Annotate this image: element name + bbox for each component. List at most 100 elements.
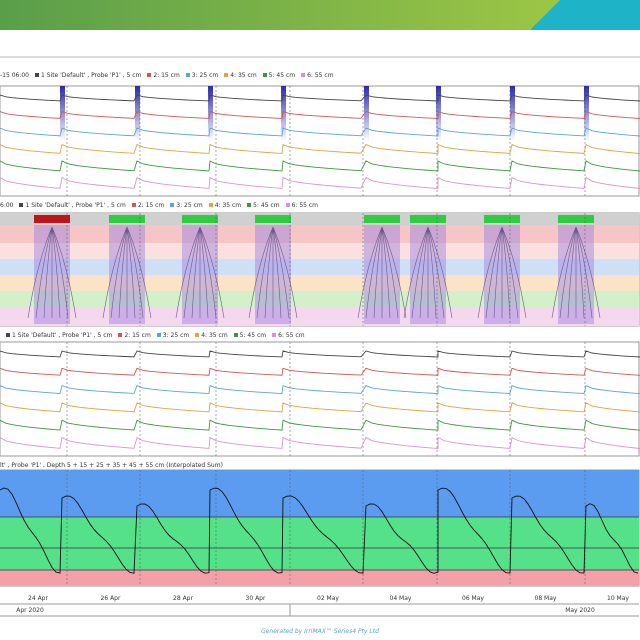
legend-item[interactable]: 4: 35 cm (224, 71, 257, 79)
panel-legend: 1 Site 'Default' , Probe 'P1' , 5 cm 2: 1… (0, 330, 305, 340)
legend-item[interactable]: 1 Site 'Default' , Probe 'P1' , 5 cm (19, 201, 126, 209)
legend-label: 3: 25 cm (176, 201, 203, 209)
legend-item[interactable]: 1 Site 'Default' , Probe 'P1' , 5 cm (6, 332, 112, 339)
panel-frame (0, 85, 640, 197)
panel-legend: -15 06:00 1 Site 'Default' , Probe 'P1' ,… (0, 70, 334, 80)
roots (27, 226, 77, 319)
irrigation-bar (135, 86, 140, 141)
irrigation-bar (208, 86, 213, 141)
banner (0, 0, 640, 30)
soil-band (0, 213, 639, 225)
footer: Generated by IrriMAX™ Series4 Pty Ltd (261, 628, 379, 635)
legend-label: 5: 45 cm (253, 201, 280, 209)
legend-item[interactable]: 5: 45 cm (233, 331, 267, 339)
band-stress (0, 570, 639, 586)
legend-item[interactable]: 3: 25 cm (170, 201, 203, 209)
legend-item[interactable]: 4: 35 cm (195, 331, 228, 339)
banner-accent (530, 0, 640, 30)
roots (403, 226, 453, 319)
legend-label: 2: 15 cm (124, 331, 151, 339)
legend-item[interactable]: 2: 15 cm (118, 331, 151, 339)
legend-label: 4: 35 cm (201, 331, 228, 339)
moisture-trace (0, 384, 640, 395)
x-tick-label: 10 May (607, 595, 629, 602)
legend-item[interactable]: 3: 25 cm (156, 331, 190, 339)
legend-item[interactable]: 6: 55 cm (285, 202, 318, 209)
legend-label: 1 Site 'Default' , Probe 'P1' , 5 cm (25, 201, 126, 209)
x-tick-label: 08 May (535, 595, 557, 602)
irrigation-bar (436, 86, 441, 141)
sum-trace (0, 487, 639, 574)
roots (357, 226, 407, 319)
soil-band (0, 259, 639, 275)
x-tick-label: 24 Apr (28, 595, 48, 602)
legend-label: 5: 45 cm (239, 331, 267, 339)
x-tick-label: 04 May (390, 595, 412, 602)
irrigation-block (558, 215, 594, 223)
legend-item[interactable]: 3: 25 cm (185, 71, 219, 79)
roots (102, 226, 152, 319)
soil-band (0, 307, 639, 326)
legend-label: 6: 55 cm (307, 71, 334, 79)
legend-item[interactable]: 2: 15 cm (131, 201, 165, 209)
legend-label: 4: 35 cm (230, 71, 257, 79)
irrigation-bar (510, 86, 515, 141)
legend-item[interactable]: 4: 35 cm (208, 201, 242, 209)
moisture-trace (0, 127, 640, 137)
legend-label: 1 Site 'Default' , Probe 'P1' , 5 cm (12, 331, 113, 339)
month-label: May 2020 (565, 607, 595, 614)
soil-band (0, 275, 639, 291)
legend-prefix: -15 06:00 (0, 71, 29, 79)
irrigation-bar (60, 86, 65, 141)
irrigation-block (34, 215, 70, 223)
legend-label: 1 Site 'Default' , Probe 'P1' , 5 cm (41, 71, 142, 79)
legend-item[interactable]: 6: 55 cm (301, 71, 334, 79)
legend-label: 6: 55 cm (278, 331, 305, 339)
soil-band (0, 243, 639, 259)
moisture-trace (0, 419, 640, 431)
legend-item[interactable]: 5: 45 cm (262, 71, 296, 79)
x-tick-label: 02 May (317, 595, 339, 602)
roots (551, 226, 601, 319)
legend-item[interactable]: 5: 45 cm (247, 201, 280, 209)
roots (248, 226, 298, 319)
legend-label: 5: 45 cm (268, 71, 296, 79)
moisture-trace (0, 350, 640, 358)
panel-legend: lt' , Probe 'P1' , Depth 5 + 15 + 25 + 3… (0, 460, 223, 470)
legend-item[interactable]: 6: 55 cm (272, 331, 305, 339)
irrigation-block (255, 215, 291, 223)
moisture-trace (0, 143, 640, 154)
legend-label: 3: 25 cm (162, 331, 190, 339)
moisture-trace (0, 110, 640, 119)
soil-band (0, 291, 639, 307)
band-full (0, 470, 639, 517)
panel-frame (0, 341, 640, 457)
irrigation-block (410, 215, 446, 223)
legend-label: 4: 35 cm (214, 201, 242, 209)
legend-prefix: lt' , Probe 'P1' , Depth 5 + 15 + 25 + 3… (0, 461, 223, 469)
legend-item[interactable]: 1 Site 'Default' , Probe 'P1' , 5 cm (35, 72, 141, 79)
irrigation-bar (584, 86, 589, 141)
moisture-trace (0, 94, 640, 102)
moisture-trace (0, 176, 640, 189)
legend-label: 2: 15 cm (137, 201, 165, 209)
irrigation-bar (364, 86, 369, 141)
month-label: Apr 2020 (16, 607, 44, 614)
legend-label: 3: 25 cm (191, 71, 219, 79)
roots (477, 226, 527, 319)
moisture-trace (0, 436, 640, 449)
irrigation-block (484, 215, 520, 223)
legend-item[interactable]: 2: 15 cm (147, 72, 180, 79)
moisture-trace (0, 402, 640, 413)
irrigation-block (364, 215, 400, 223)
soil-band (0, 225, 639, 243)
x-tick-label: 30 Apr (246, 595, 266, 602)
irrigation-block (182, 215, 218, 223)
irrigation-bar (281, 86, 286, 141)
legend-prefix: 6:00 (0, 201, 14, 209)
panel-legend: 6:00 1 Site 'Default' , Probe 'P1' , 5 cm… (0, 200, 318, 210)
moisture-trace (0, 367, 640, 376)
moisture-trace (0, 160, 640, 172)
x-tick-label: 26 Apr (101, 595, 121, 602)
